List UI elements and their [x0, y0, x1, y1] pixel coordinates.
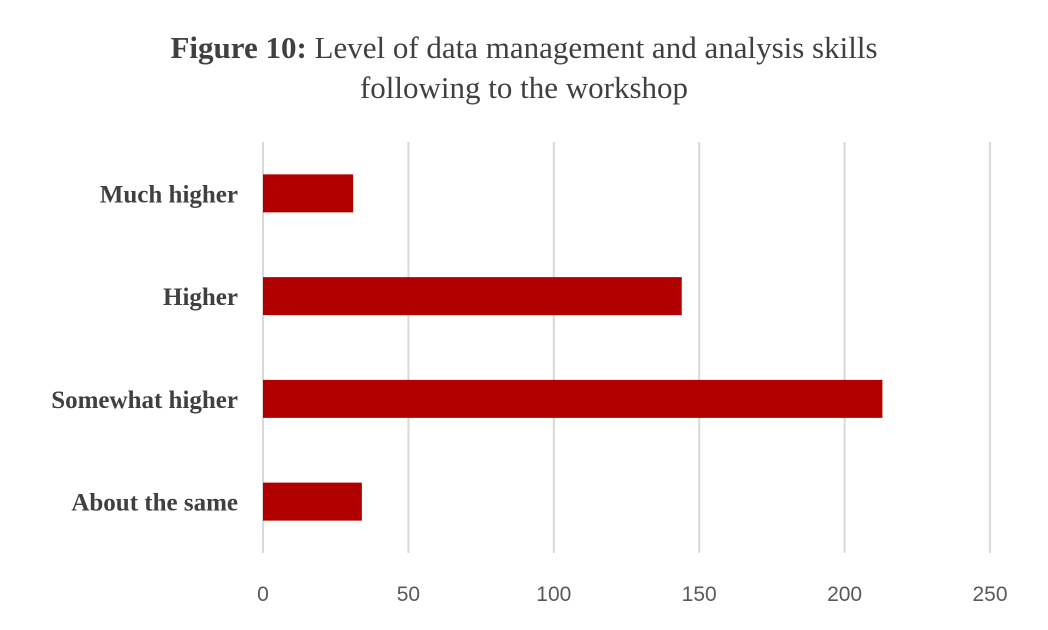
bar: [263, 174, 354, 213]
chart-title: Figure 10: Level of data management and …: [0, 28, 1048, 108]
x-tick-label: 250: [972, 583, 1007, 606]
bars: [263, 174, 883, 521]
bar: [263, 482, 362, 521]
x-tick-label: 50: [397, 583, 420, 606]
x-tick-labels: 0 50 100 150 200 250: [257, 583, 1007, 606]
category-label: Much higher: [100, 181, 238, 208]
chart-title-line2: following to the workshop: [359, 70, 689, 105]
category-label: About the same: [71, 490, 238, 517]
category-label: Higher: [163, 284, 238, 311]
chart-title-line1: Level of data management and analysis sk…: [306, 30, 878, 65]
category-labels: About the same Somewhat higher Higher Much …: [51, 181, 238, 516]
gridlines: [262, 142, 991, 553]
x-tick-label: 0: [257, 583, 269, 606]
x-tick-label: 100: [536, 583, 571, 606]
category-label: Somewhat higher: [51, 387, 238, 414]
x-tick-label: 150: [682, 583, 717, 606]
bar: [263, 277, 682, 316]
bar: [263, 379, 883, 418]
chart-title-prefix: Figure 10:: [170, 30, 307, 65]
x-tick-label: 200: [827, 583, 862, 606]
